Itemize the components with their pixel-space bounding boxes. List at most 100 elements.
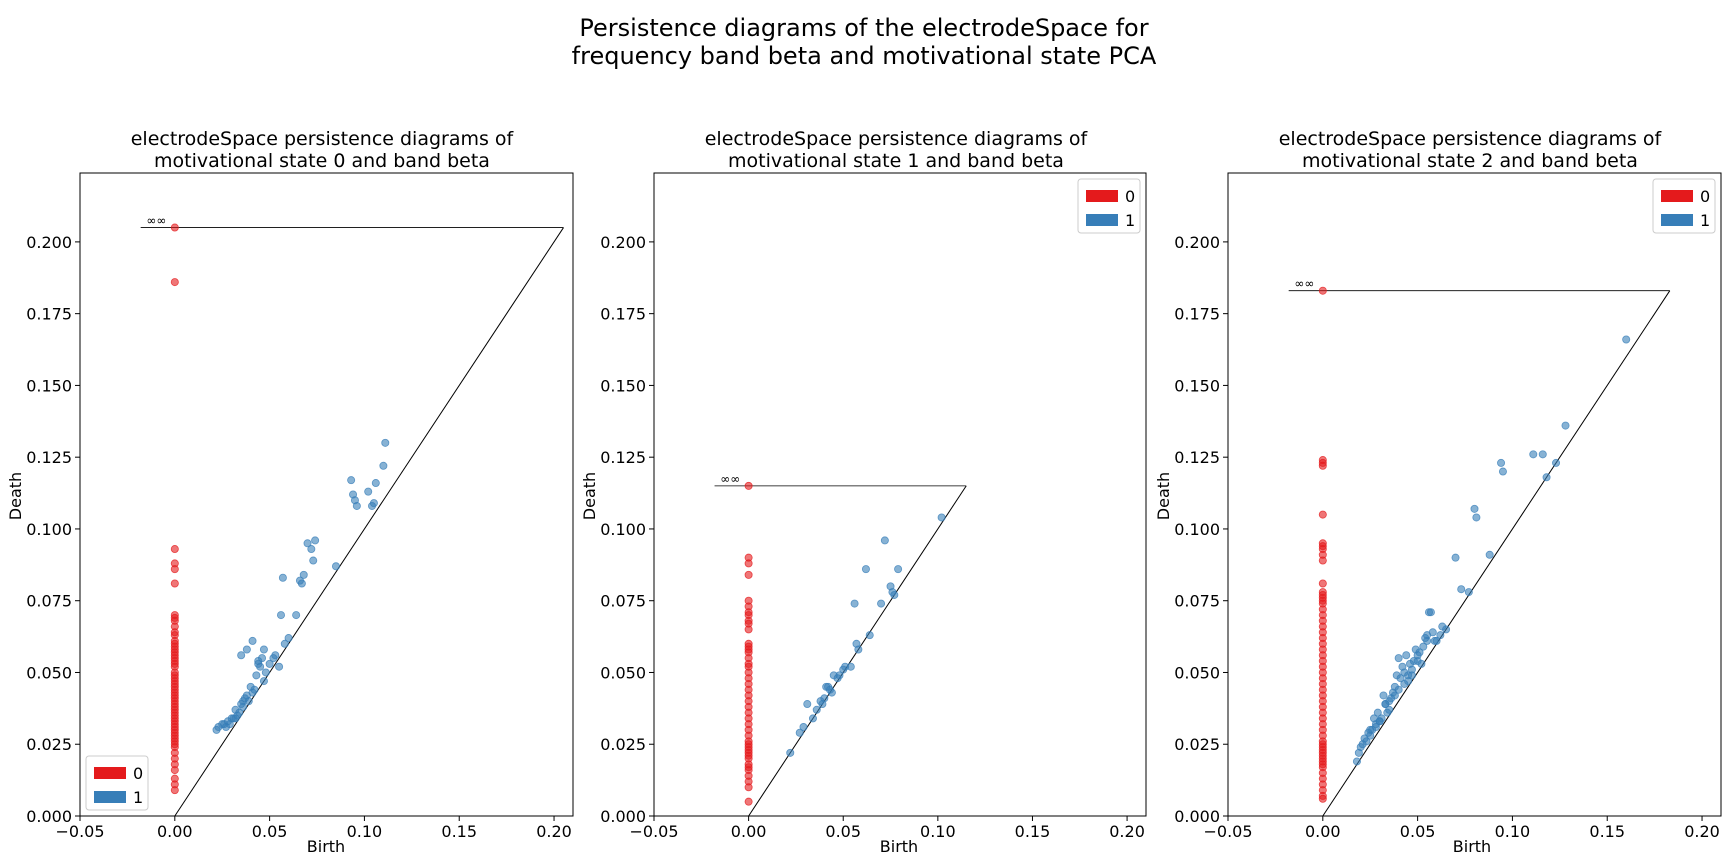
x-axis-label: Birth — [1453, 837, 1491, 856]
point-h1 — [816, 697, 825, 706]
point-h1 — [246, 682, 255, 691]
point-h1 — [1552, 458, 1561, 467]
y-tick-label: 0.100 — [1174, 520, 1220, 539]
legend-label-1: 1 — [1700, 211, 1710, 230]
subplot-title-line2: motivational state 2 and band beta — [1302, 150, 1638, 172]
point-h1 — [1354, 748, 1363, 757]
y-axis-label: Death — [580, 472, 599, 520]
point-h1 — [292, 611, 301, 620]
point-h1 — [259, 677, 268, 686]
x-axis-label: Birth — [307, 837, 345, 856]
point-h1 — [1498, 467, 1507, 476]
y-tick-label: 0.000 — [26, 807, 72, 826]
point-h0 — [1318, 794, 1327, 803]
point-h1 — [894, 565, 903, 574]
y-tick-label: 0.175 — [1174, 305, 1220, 324]
point-h1 — [309, 556, 318, 565]
y-tick-label: 0.025 — [600, 735, 646, 754]
point-h1 — [865, 631, 874, 640]
point-h0 — [1318, 461, 1327, 470]
point-h1 — [937, 513, 946, 522]
y-tick-label: 0.050 — [1174, 663, 1220, 682]
legend-label-0: 0 — [133, 764, 143, 783]
point-h1 — [371, 479, 380, 488]
point-h0 — [170, 786, 179, 795]
point-h0 — [1318, 510, 1327, 519]
point-h1 — [799, 723, 808, 732]
legend-swatch-0 — [94, 767, 126, 779]
infinity-label: ∞∞ — [146, 214, 166, 228]
point-h1 — [254, 656, 263, 665]
x-tick-label: 0.10 — [1495, 822, 1531, 841]
point-h1 — [381, 438, 390, 447]
point-h1 — [1464, 588, 1473, 597]
legend-swatch-1 — [94, 791, 126, 803]
x-tick-label: 0.05 — [1400, 822, 1436, 841]
point-h1 — [1352, 757, 1361, 766]
point-h1 — [231, 714, 240, 723]
point-h1 — [259, 645, 268, 654]
point-h1 — [1485, 550, 1494, 559]
point-h0 — [170, 565, 179, 574]
y-tick-label: 0.200 — [1174, 233, 1220, 252]
diagonal-line — [1322, 290, 1671, 817]
x-tick-label: 0.15 — [441, 822, 477, 841]
plot-frame — [79, 172, 574, 817]
y-tick-label: 0.050 — [600, 663, 646, 682]
legend-swatch-0 — [1086, 190, 1118, 202]
point-h1 — [1390, 691, 1399, 700]
point-h0 — [1318, 579, 1327, 588]
y-tick-label: 0.025 — [26, 735, 72, 754]
y-tick-label: 0.025 — [1174, 735, 1220, 754]
point-h1 — [1497, 458, 1506, 467]
point-h1 — [1423, 631, 1432, 640]
x-tick-label: 0.10 — [347, 822, 383, 841]
point-h1 — [1413, 656, 1422, 665]
point-h1 — [331, 562, 340, 571]
y-tick-label: 0.200 — [26, 233, 72, 252]
point-h1 — [1406, 659, 1415, 668]
point-h1 — [303, 539, 312, 548]
point-h1 — [822, 682, 831, 691]
point-h1 — [1402, 651, 1411, 660]
subplot-title-line1: electrodeSpace persistence diagrams of — [131, 128, 515, 150]
legend-swatch-0 — [1661, 190, 1693, 202]
point-h1 — [1419, 642, 1428, 651]
x-tick-label: −0.05 — [629, 822, 678, 841]
legend-swatch-1 — [1661, 214, 1693, 226]
point-h1 — [1407, 671, 1416, 680]
x-tick-label: 0.00 — [1305, 822, 1341, 841]
infinity-label: ∞∞ — [1294, 277, 1314, 291]
point-h1 — [850, 599, 859, 608]
y-tick-label: 0.050 — [26, 663, 72, 682]
subplot-state-2: −0.05 0.00 0.05 0.10 0.15 0.20 0.000 0.025 0.050… — [1154, 128, 1722, 856]
diagonal-line — [174, 227, 564, 817]
point-h1 — [278, 573, 287, 582]
x-tick-label: 0.05 — [252, 822, 288, 841]
point-h0 — [170, 545, 179, 554]
point-h1 — [803, 700, 812, 709]
point-h0 — [1318, 556, 1327, 565]
point-h0 — [170, 278, 179, 287]
plot-frame — [1227, 172, 1722, 817]
y-tick-label: 0.125 — [600, 448, 646, 467]
point-h0 — [170, 766, 179, 775]
point-h1 — [299, 570, 308, 579]
point-h1 — [276, 611, 285, 620]
x-tick-label: 0.00 — [157, 822, 193, 841]
point-h1 — [852, 639, 861, 648]
point-h1 — [1379, 691, 1388, 700]
x-axis-label: Birth — [880, 837, 918, 856]
x-tick-label: 0.05 — [825, 822, 861, 841]
point-h1 — [812, 705, 821, 714]
point-h1 — [347, 476, 356, 485]
point-h1 — [269, 654, 278, 663]
point-h1 — [1394, 654, 1403, 663]
point-h1 — [1424, 608, 1433, 617]
y-tick-label: 0.125 — [1174, 448, 1220, 467]
y-tick-label: 0.150 — [26, 376, 72, 395]
y-tick-label: 0.150 — [1174, 376, 1220, 395]
point-h1 — [829, 671, 838, 680]
point-h1 — [1538, 450, 1547, 459]
point-h1 — [237, 651, 246, 660]
